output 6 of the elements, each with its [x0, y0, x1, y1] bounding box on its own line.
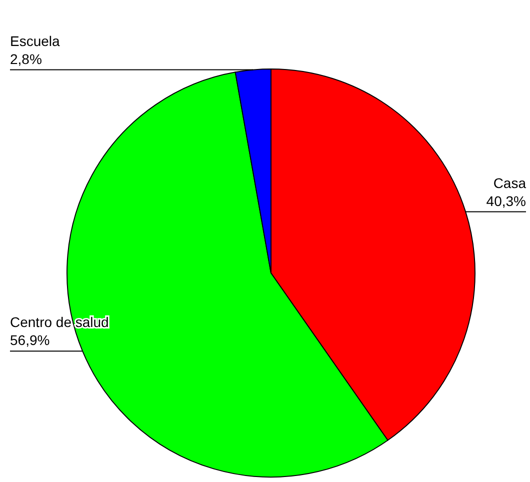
- data-label: 40,3%: [486, 192, 526, 209]
- data-label: 2,8%: [10, 50, 42, 67]
- slice-label: Centro de salud: [10, 314, 109, 330]
- slice-label: Casa: [493, 174, 526, 191]
- slice-label: Escuela: [10, 32, 60, 49]
- data-label: 56,9%: [10, 332, 50, 348]
